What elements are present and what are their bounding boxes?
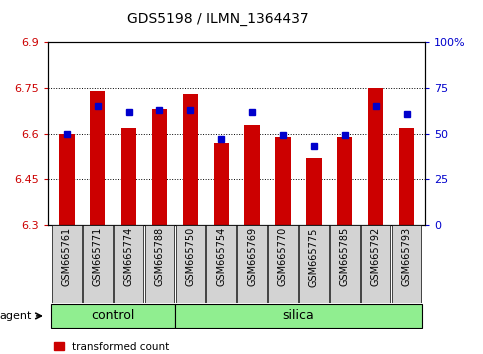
Text: GSM665793: GSM665793: [401, 227, 412, 286]
FancyBboxPatch shape: [51, 304, 175, 328]
FancyBboxPatch shape: [268, 225, 298, 303]
Text: GSM665788: GSM665788: [155, 227, 165, 286]
Text: GSM665754: GSM665754: [216, 227, 226, 286]
Text: GSM665775: GSM665775: [309, 227, 319, 286]
Text: silica: silica: [283, 309, 314, 322]
FancyBboxPatch shape: [175, 304, 422, 328]
Text: GSM665785: GSM665785: [340, 227, 350, 286]
FancyBboxPatch shape: [361, 225, 390, 303]
Bar: [152, 109, 167, 225]
Text: control: control: [91, 309, 135, 322]
Legend: transformed count, percentile rank within the sample: transformed count, percentile rank withi…: [54, 342, 248, 354]
Text: agent: agent: [0, 311, 31, 321]
Text: GSM665761: GSM665761: [62, 227, 72, 286]
FancyBboxPatch shape: [392, 225, 421, 303]
Text: GSM665774: GSM665774: [124, 227, 134, 286]
FancyBboxPatch shape: [175, 225, 205, 303]
Text: GSM665770: GSM665770: [278, 227, 288, 286]
Text: GSM665769: GSM665769: [247, 227, 257, 286]
Bar: [275, 137, 291, 225]
Bar: [337, 137, 353, 225]
Bar: [306, 158, 322, 225]
FancyBboxPatch shape: [83, 225, 113, 303]
Bar: [368, 88, 384, 225]
Text: GSM665750: GSM665750: [185, 227, 195, 286]
FancyBboxPatch shape: [206, 225, 236, 303]
FancyBboxPatch shape: [237, 225, 267, 303]
Text: GSM665771: GSM665771: [93, 227, 103, 286]
FancyBboxPatch shape: [114, 225, 143, 303]
Bar: [59, 134, 74, 225]
Bar: [399, 127, 414, 225]
FancyBboxPatch shape: [299, 225, 329, 303]
FancyBboxPatch shape: [144, 225, 174, 303]
Bar: [244, 125, 260, 225]
Bar: [121, 127, 136, 225]
Bar: [183, 94, 198, 225]
FancyBboxPatch shape: [330, 225, 359, 303]
FancyBboxPatch shape: [52, 225, 82, 303]
Text: GSM665792: GSM665792: [370, 227, 381, 286]
Text: GDS5198 / ILMN_1364437: GDS5198 / ILMN_1364437: [127, 12, 308, 27]
Bar: [213, 143, 229, 225]
Bar: [90, 91, 105, 225]
